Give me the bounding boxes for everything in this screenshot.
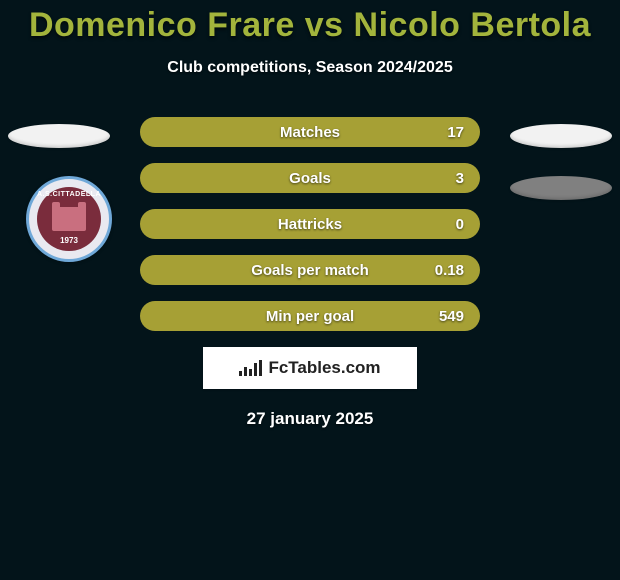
vs-separator: vs	[305, 6, 344, 44]
snapshot-date: 27 january 2025	[0, 409, 620, 429]
stat-row-matches: Matches 17	[140, 117, 480, 147]
stat-right-value: 17	[447, 124, 464, 141]
stat-label: Matches	[140, 124, 480, 141]
castle-icon	[52, 207, 86, 231]
club-badge-inner: A.S.CITTADELLA 1973	[37, 187, 101, 251]
page-title: Domenico Frare vs Nicolo Bertola	[0, 0, 620, 45]
stat-row-goals: Goals 3	[140, 163, 480, 193]
club-year: 1973	[60, 236, 78, 245]
player2-form-pip-1	[510, 124, 612, 148]
fctables-brand-text: FcTables.com	[268, 358, 380, 378]
player1-form-pip-1	[8, 124, 110, 148]
stat-row-min-per-goal: Min per goal 549	[140, 301, 480, 331]
stat-label: Goals	[140, 170, 480, 187]
stat-row-goals-per-match: Goals per match 0.18	[140, 255, 480, 285]
stat-label: Goals per match	[140, 262, 480, 279]
stat-label: Hattricks	[140, 216, 480, 233]
bar-chart-icon	[239, 360, 262, 376]
stat-right-value: 3	[456, 170, 464, 187]
club-badge: A.S.CITTADELLA 1973	[26, 176, 112, 262]
stats-list: Matches 17 Goals 3 Hattricks 0 Goals per…	[140, 117, 480, 331]
player1-name: Domenico Frare	[29, 6, 295, 44]
fctables-brand-box: FcTables.com	[203, 347, 417, 389]
stat-row-hattricks: Hattricks 0	[140, 209, 480, 239]
club-name-arc: A.S.CITTADELLA	[37, 191, 101, 198]
subtitle: Club competitions, Season 2024/2025	[0, 59, 620, 77]
stat-label: Min per goal	[140, 308, 480, 325]
stat-right-value: 0.18	[435, 262, 464, 279]
player2-name: Nicolo Bertola	[354, 6, 591, 44]
stat-right-value: 0	[456, 216, 464, 233]
player2-form-pip-2	[510, 176, 612, 200]
stat-right-value: 549	[439, 308, 464, 325]
